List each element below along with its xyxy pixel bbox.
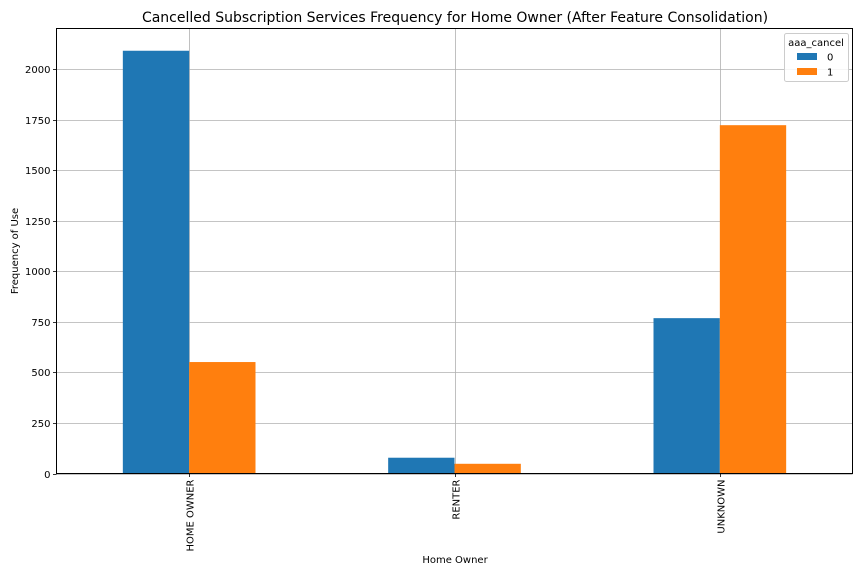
x-axis-label: Home Owner <box>422 555 488 566</box>
legend: aaa_cancel 01 <box>784 33 849 82</box>
legend-label: 0 <box>827 53 833 64</box>
bar-unknown-series-0 <box>653 318 720 474</box>
bar-home-owner-series-1 <box>189 362 256 474</box>
y-axis-ticks: 0 250 500 750 1000 1250 1500 1750 2000 <box>25 65 57 481</box>
bars <box>122 50 787 474</box>
x-tick-label: UNKNOWN <box>717 480 728 534</box>
bar-unknown-series-1 <box>719 125 787 474</box>
legend-entries: 01 <box>797 53 833 79</box>
y-tick-label: 500 <box>31 368 50 379</box>
bar-home-owner-series-0 <box>122 50 190 474</box>
legend-swatch <box>797 68 817 75</box>
x-axis-ticks: HOME OWNER RENTER UNKNOWN <box>186 473 728 552</box>
chart-title: Cancelled Subscription Services Frequenc… <box>142 10 768 26</box>
x-tick-label: HOME OWNER <box>186 479 197 551</box>
y-tick-label: 1000 <box>25 267 50 278</box>
y-tick-label: 250 <box>31 419 50 430</box>
y-tick-label: 2000 <box>25 65 50 76</box>
y-tick-label: 1250 <box>25 217 50 228</box>
y-tick-label: 1750 <box>25 116 50 127</box>
y-tick-label: 0 <box>44 470 50 481</box>
bar-renter-series-1 <box>454 463 521 474</box>
plot-frame <box>56 28 853 474</box>
y-tick-label: 750 <box>31 318 50 329</box>
x-tick-label: RENTER <box>452 479 463 519</box>
legend-label: 1 <box>827 68 833 79</box>
y-tick-label: 1500 <box>25 166 50 177</box>
bar-renter-series-0 <box>388 457 455 474</box>
legend-title: aaa_cancel <box>788 38 844 49</box>
legend-swatch <box>797 53 817 60</box>
y-axis-label: Frequency of Use <box>10 208 21 294</box>
